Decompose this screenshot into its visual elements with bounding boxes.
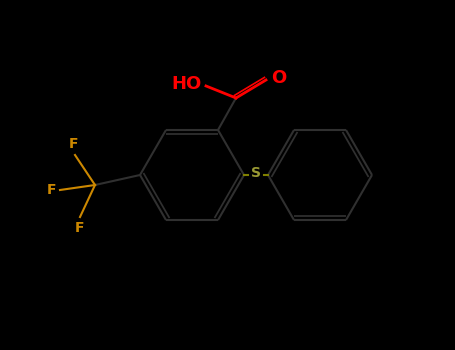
Text: S: S bbox=[251, 166, 261, 180]
Text: O: O bbox=[271, 69, 286, 87]
Text: F: F bbox=[46, 183, 56, 197]
Text: F: F bbox=[68, 137, 78, 151]
Text: HO: HO bbox=[172, 75, 202, 93]
Text: F: F bbox=[75, 221, 85, 235]
